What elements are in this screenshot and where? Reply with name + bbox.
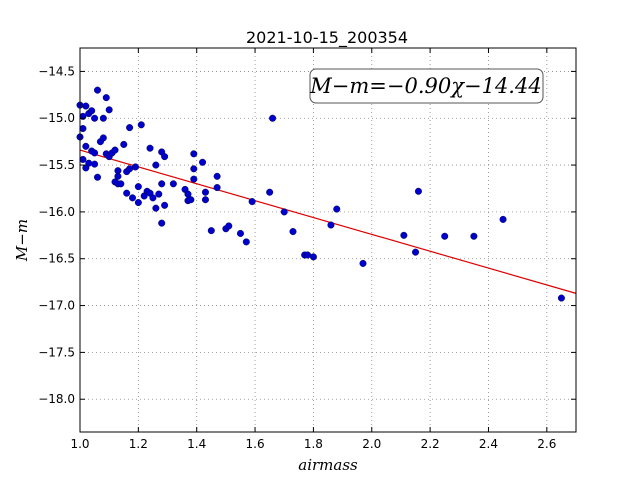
fit-line — [79, 149, 577, 294]
data-point — [117, 180, 125, 188]
fit-equation-box: M−m=−0.90χ−14.44 — [309, 68, 544, 104]
data-point — [199, 158, 207, 166]
data-point — [190, 175, 198, 183]
data-point — [242, 238, 250, 246]
x-tick-label: 1.6 — [246, 437, 265, 451]
y-tick-labels: −14.5 −15.0 −15.5 −16.0 −16.5 −17.0 −17.5 −18.0 — [38, 64, 75, 406]
data-point — [201, 188, 209, 196]
data-point — [152, 204, 160, 212]
data-point — [91, 114, 99, 122]
data-point — [91, 160, 99, 168]
chart-title: 2021-10-15_200354 — [246, 28, 408, 48]
data-point — [236, 229, 244, 237]
x-axis-label: airmass — [298, 456, 358, 474]
data-point — [158, 219, 166, 227]
y-tick-label: −14.5 — [38, 64, 75, 78]
data-point — [190, 165, 198, 173]
data-point — [120, 140, 128, 148]
x-tick-label: 2.6 — [537, 437, 556, 451]
y-tick-label: −16.5 — [38, 252, 75, 266]
data-point — [333, 205, 341, 213]
data-point — [207, 227, 215, 235]
data-point — [111, 146, 119, 154]
data-point — [161, 153, 169, 161]
data-point — [441, 232, 449, 240]
data-point — [414, 187, 422, 195]
data-point — [79, 155, 87, 163]
data-point — [123, 189, 131, 197]
data-point — [82, 142, 90, 150]
data-point — [327, 221, 335, 229]
data-point — [126, 124, 134, 132]
data-point — [266, 188, 274, 196]
x-tick-label: 1.4 — [187, 437, 206, 451]
data-point — [79, 125, 87, 133]
data-point — [187, 196, 195, 204]
data-point — [149, 194, 157, 202]
data-point — [131, 163, 139, 171]
data-point — [412, 248, 420, 256]
data-point — [114, 172, 122, 180]
data-point — [158, 180, 166, 188]
x-tick-labels: 1.0 1.2 1.4 1.6 1.8 2.0 2.2 2.4 2.6 — [70, 437, 556, 451]
data-point — [359, 259, 367, 267]
x-tick-label: 1.2 — [129, 437, 148, 451]
fit-line-layer — [79, 149, 577, 294]
data-point — [102, 94, 110, 102]
data-point — [470, 232, 478, 240]
data-point — [213, 172, 221, 180]
data-point — [152, 161, 160, 169]
axis-ticks — [79, 48, 576, 432]
data-point — [134, 183, 142, 191]
data-point — [99, 134, 107, 142]
data-point — [169, 180, 177, 188]
x-tick-label: 2.0 — [362, 437, 381, 451]
y-tick-label: −15.5 — [38, 158, 75, 172]
data-point — [557, 294, 565, 302]
data-point — [82, 102, 90, 110]
data-point — [269, 114, 277, 122]
x-tick-label: 1.0 — [70, 437, 89, 451]
data-point — [499, 215, 507, 223]
y-tick-label: −18.0 — [38, 392, 75, 406]
grid-lines — [79, 48, 576, 432]
y-tick-label: −16.0 — [38, 205, 75, 219]
data-point — [94, 86, 102, 94]
data-point — [248, 198, 256, 206]
data-point — [105, 106, 113, 114]
data-point — [304, 251, 312, 259]
data-point — [400, 231, 408, 239]
data-point — [88, 107, 96, 115]
data-point — [91, 149, 99, 157]
data-point — [94, 173, 102, 181]
data-point — [146, 144, 154, 152]
data-point — [190, 150, 198, 158]
y-tick-label: −17.5 — [38, 345, 75, 359]
x-tick-label: 1.8 — [304, 437, 323, 451]
fit-equation: M−m=−0.90χ−14.44 — [309, 74, 541, 98]
data-point — [129, 194, 137, 202]
data-point — [309, 253, 317, 261]
data-point — [161, 201, 169, 209]
data-point — [126, 165, 134, 173]
data-point — [280, 208, 288, 216]
data-point — [134, 199, 142, 207]
data-point — [137, 121, 145, 129]
data-point — [201, 196, 209, 204]
data-point — [155, 190, 163, 198]
x-tick-label: 2.2 — [421, 437, 440, 451]
y-axis-label: M−m — [13, 219, 31, 262]
plot-frame — [79, 47, 577, 433]
data-point — [213, 184, 221, 192]
data-point — [85, 159, 93, 167]
annotation-box — [309, 68, 544, 104]
y-tick-label: −15.0 — [38, 111, 75, 125]
data-point — [99, 114, 107, 122]
data-point — [289, 228, 297, 236]
data-point — [225, 222, 233, 230]
x-tick-label: 2.4 — [479, 437, 498, 451]
y-tick-label: −17.0 — [38, 299, 75, 313]
